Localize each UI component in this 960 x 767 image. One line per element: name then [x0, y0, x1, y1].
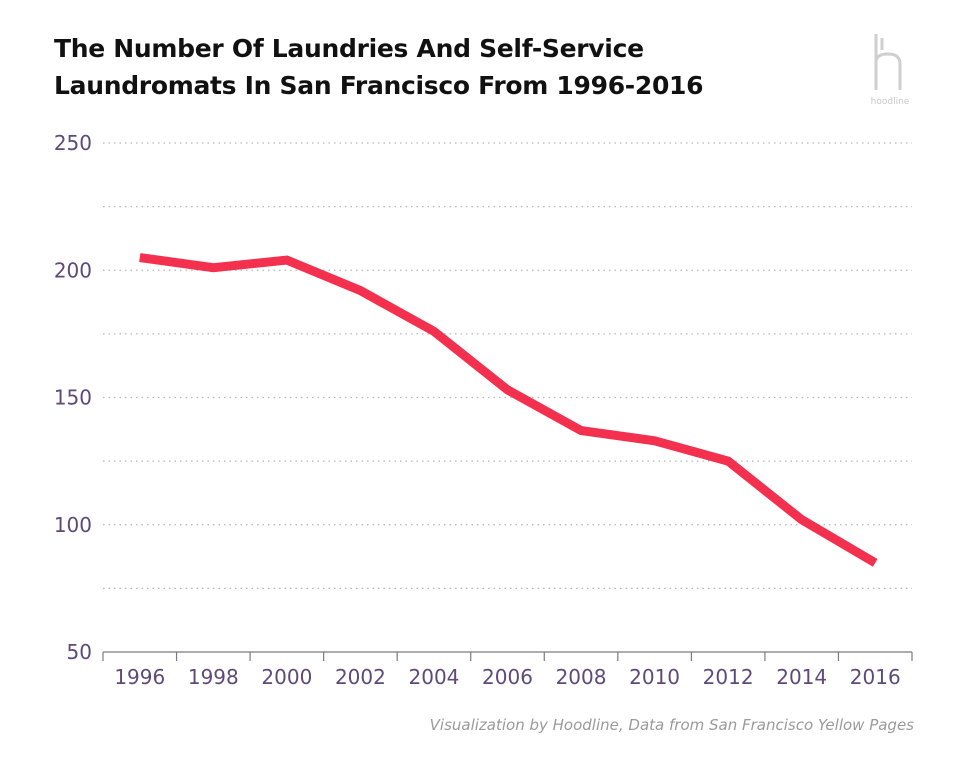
x-tick-label-2008: 2008 — [556, 665, 607, 689]
y-tick-label-200: 200 — [54, 258, 92, 282]
x-axis-tick-labels: 1996 1998 2000 2002 2004 2006 2008 2010 2012 2014… — [114, 665, 900, 689]
source-credit: Visualization by Hoodline, Data from San… — [429, 716, 914, 734]
hoodline-h-icon — [874, 34, 902, 90]
x-tick-label-2012: 2012 — [703, 665, 754, 689]
hoodline-logo-text: hoodline — [871, 97, 910, 107]
x-tick-label-1996: 1996 — [114, 665, 165, 689]
y-tick-label-150: 150 — [54, 386, 92, 410]
series-line — [139, 253, 878, 567]
x-tick-label-1998: 1998 — [188, 665, 239, 689]
chart-title-line-2: Laundromats In San Francisco From 1996-2… — [54, 71, 704, 100]
y-axis-tick-labels: 50 100 150 200 250 — [54, 131, 92, 664]
grid-layer — [103, 142, 912, 589]
chart-title-line-1: The Number Of Laundries And Self-Service — [54, 34, 644, 63]
x-tick-label-2010: 2010 — [629, 665, 680, 689]
hoodline-logo: hoodline — [871, 34, 910, 107]
x-tick-label-2014: 2014 — [776, 665, 827, 689]
x-tick-label-2006: 2006 — [482, 665, 533, 689]
y-tick-label-100: 100 — [54, 513, 92, 537]
x-tick-label-2000: 2000 — [261, 665, 312, 689]
chart-title: The Number Of Laundries And Self-Service… — [54, 30, 814, 104]
series-layer — [139, 253, 878, 567]
x-tick-label-2016: 2016 — [850, 665, 901, 689]
y-tick-label-250: 250 — [54, 131, 92, 155]
x-axis — [102, 651, 913, 661]
y-tick-label-50: 50 — [67, 640, 92, 664]
x-tick-label-2002: 2002 — [335, 665, 386, 689]
x-tick-label-2004: 2004 — [409, 665, 460, 689]
